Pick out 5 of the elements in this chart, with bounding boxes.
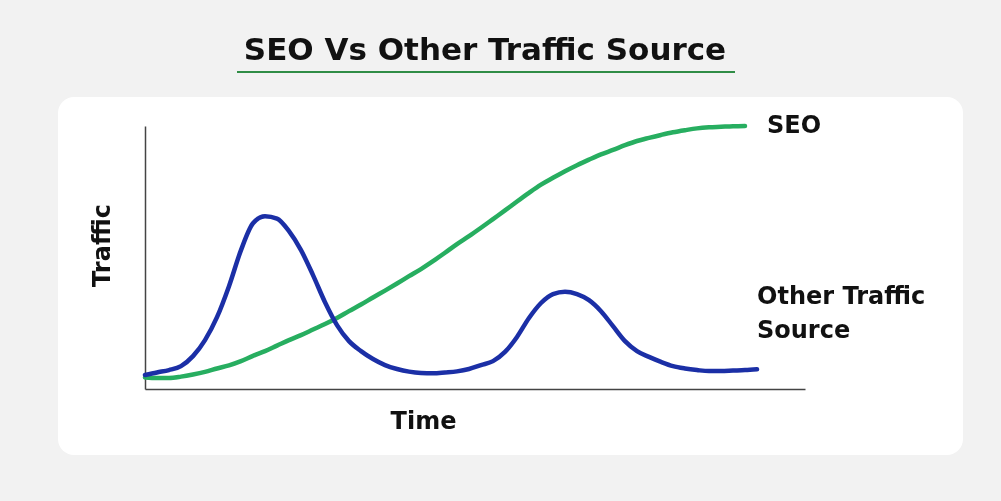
x-axis-title: Time bbox=[390, 406, 457, 435]
series-label: Other Traffic Source bbox=[757, 282, 926, 345]
chart-title: SEO Vs Other Traffic Source bbox=[243, 31, 727, 67]
series-label: SEO bbox=[767, 111, 822, 139]
y-axis-title: Traffic bbox=[87, 204, 116, 287]
